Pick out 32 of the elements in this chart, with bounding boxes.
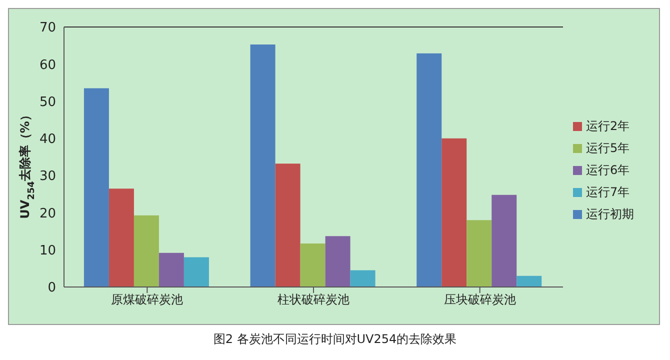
legend-label: 运行6年 <box>586 162 630 176</box>
legend-label: 运行2年 <box>586 118 630 132</box>
legend-label: 运行5年 <box>586 140 630 154</box>
bar <box>300 244 326 287</box>
y-tick-label: 10 <box>39 243 56 258</box>
bar <box>158 252 184 287</box>
bar <box>466 220 492 287</box>
x-tick-label: 柱状破碎炭池 <box>278 292 350 307</box>
bar <box>84 88 109 287</box>
bar <box>134 215 159 287</box>
bar <box>325 236 350 287</box>
y-tick-label: 20 <box>39 206 56 222</box>
y-tick-label: 30 <box>39 169 56 184</box>
bar <box>516 276 542 287</box>
bar <box>275 164 300 287</box>
bar <box>250 44 276 287</box>
text: 图2 各炭池不同运行时间对UV254的去除效果 <box>212 331 458 348</box>
y-tick-label: 70 <box>39 20 56 36</box>
bar <box>350 270 376 287</box>
x-tick-label: 原煤破碎炭池 <box>111 292 184 307</box>
bar <box>108 188 134 287</box>
y-tick-label: 0 <box>48 280 56 296</box>
legend-label: 运行初期 <box>586 206 634 220</box>
y-tick-label: 40 <box>39 132 56 148</box>
bar <box>442 138 467 287</box>
bar <box>184 257 209 287</box>
x-tick-label: 压块破碎炭池 <box>444 292 516 307</box>
y-tick-label: 60 <box>39 58 56 73</box>
legend-label: 运行7年 <box>586 184 630 198</box>
y-tick-label: 50 <box>39 94 56 110</box>
bar <box>416 53 442 287</box>
bar <box>492 194 517 287</box>
